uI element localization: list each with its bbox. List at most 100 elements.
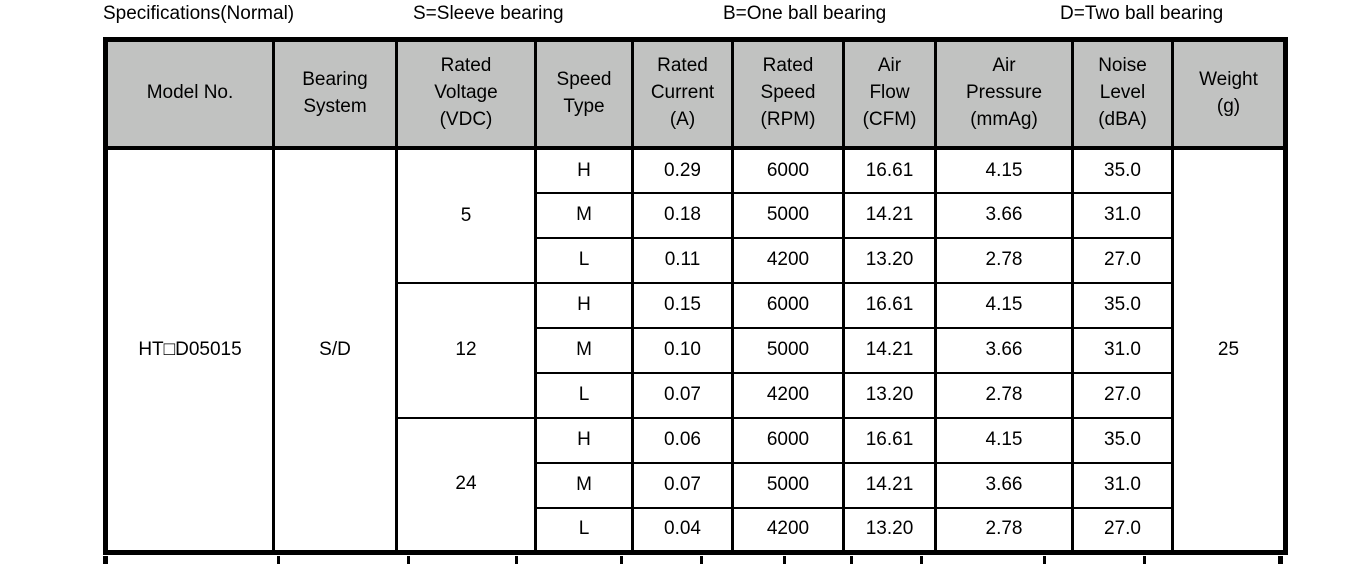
cell-noise-level: 31.0: [1071, 191, 1174, 239]
cell-air-flow: 14.21: [842, 461, 937, 509]
cell-air-flow: 16.61: [842, 281, 937, 329]
cell-rated-voltage-12: 12: [395, 281, 537, 419]
table-row: 12 H 0.15 6000 16.61 4.15 35.0: [106, 281, 1286, 419]
cell-rated-current: 0.04: [631, 506, 734, 554]
cell-noise-level: 31.0: [1071, 326, 1174, 374]
cell-air-pressure: 2.78: [934, 371, 1074, 419]
header-cell-rated-speed: Rated Speed (RPM): [731, 38, 845, 150]
header-row: Model No. Bearing System Rated Voltage (…: [104, 38, 1287, 150]
table-row: L 0.04 4200 13.20 2.78 27.0: [106, 506, 1286, 554]
header-cell-speed-type: Speed Type: [534, 38, 634, 150]
table-row: M 0.07 5000 14.21 3.66 31.0: [106, 461, 1286, 509]
cell-rated-current: 0.06: [631, 416, 734, 464]
cell-rated-current: 0.15: [631, 281, 734, 329]
cell-rated-speed: 5000: [731, 191, 845, 239]
legend-one-ball-bearing: B=One ball bearing: [723, 3, 887, 24]
sliver-stub: [515, 556, 518, 564]
cell-rated-voltage-24: 24: [395, 416, 537, 554]
cell-speed-type: L: [534, 506, 634, 554]
cell-noise-level: 35.0: [1071, 281, 1174, 329]
header-cell-weight: Weight (g): [1171, 38, 1287, 150]
sliver-stub: [103, 556, 108, 564]
cell-rated-speed: 4200: [731, 236, 845, 284]
cell-speed-type: M: [534, 461, 634, 509]
table-row: L 0.07 4200 13.20 2.78 27.0: [106, 371, 1286, 419]
table-row: 24 H 0.06 6000 16.61 4.15 35.0: [106, 416, 1286, 554]
legend-two-ball-bearing: D=Two ball bearing: [1060, 3, 1224, 24]
header-cell-rated-current: Rated Current (A): [631, 38, 734, 150]
cell-rated-speed: 4200: [731, 506, 845, 554]
sliver-stub: [1143, 556, 1146, 564]
cell-air-flow: 13.20: [842, 371, 937, 419]
next-section-sliver: [103, 556, 1291, 564]
sliver-stub: [1043, 556, 1046, 564]
cell-air-flow: 13.20: [842, 506, 937, 554]
cell-speed-type: H: [534, 416, 634, 464]
cell-rated-speed: 4200: [731, 371, 845, 419]
table-row: M 0.10 5000 14.21 3.66 31.0: [106, 326, 1286, 374]
cell-air-pressure: 3.66: [934, 191, 1074, 239]
cell-noise-level: 27.0: [1071, 506, 1174, 554]
legend-row: Specifications(Normal) S=Sleeve bearing …: [0, 3, 1363, 35]
cell-speed-type: M: [534, 326, 634, 374]
sliver-stub: [1278, 556, 1283, 564]
cell-air-pressure: 3.66: [934, 461, 1074, 509]
cell-rated-speed: 5000: [731, 461, 845, 509]
table-row: L 0.11 4200 13.20 2.78 27.0: [106, 236, 1286, 284]
cell-rated-current: 0.07: [631, 371, 734, 419]
cell-speed-type: M: [534, 191, 634, 239]
cell-rated-speed: 6000: [731, 146, 845, 194]
cell-air-flow: 13.20: [842, 236, 937, 284]
sliver-stub: [700, 556, 703, 564]
cell-speed-type: H: [534, 146, 634, 194]
sliver-stub: [850, 556, 853, 564]
cell-speed-type: L: [534, 371, 634, 419]
cell-air-flow: 14.21: [842, 191, 937, 239]
cell-rated-current: 0.10: [631, 326, 734, 374]
sliver-stub: [277, 556, 280, 564]
legend-title: Specifications(Normal): [103, 3, 295, 24]
header-cell-model-no: Model No.: [104, 38, 275, 150]
cell-rated-current: 0.07: [631, 461, 734, 509]
cell-weight: 25: [1171, 146, 1287, 554]
table-row: M 0.18 5000 14.21 3.66 31.0: [106, 191, 1286, 239]
header-cell-rated-voltage: Rated Voltage (VDC): [395, 38, 537, 150]
cell-rated-speed: 6000: [731, 281, 845, 329]
cell-noise-level: 35.0: [1071, 416, 1174, 464]
cell-rated-voltage-5: 5: [395, 146, 537, 284]
sliver-stub: [783, 556, 786, 564]
cell-air-pressure: 2.78: [934, 236, 1074, 284]
cell-noise-level: 27.0: [1071, 236, 1174, 284]
cell-noise-level: 27.0: [1071, 371, 1174, 419]
cell-air-pressure: 4.15: [934, 146, 1074, 194]
header-cell-air-flow: Air Flow (CFM): [842, 38, 937, 150]
cell-rated-current: 0.29: [631, 146, 734, 194]
cell-rated-current: 0.11: [631, 236, 734, 284]
cell-air-pressure: 4.15: [934, 281, 1074, 329]
spec-table-wrap: Model No. Bearing System Rated Voltage (…: [103, 37, 1291, 564]
sliver-stub: [407, 556, 410, 564]
cell-speed-type: L: [534, 236, 634, 284]
cell-air-flow: 16.61: [842, 146, 937, 194]
cell-air-pressure: 4.15: [934, 416, 1074, 464]
table-row: HT□D05015 S/D 5 H 0.29 6000 16.61 4.15 3…: [104, 146, 1287, 554]
sliver-stub: [620, 556, 623, 564]
cell-air-flow: 16.61: [842, 416, 937, 464]
cell-bearing-system: S/D: [272, 146, 398, 554]
spec-table: Model No. Bearing System Rated Voltage (…: [103, 37, 1288, 555]
cell-air-flow: 14.21: [842, 326, 937, 374]
cell-rated-current: 0.18: [631, 191, 734, 239]
cell-air-pressure: 2.78: [934, 506, 1074, 554]
cell-noise-level: 31.0: [1071, 461, 1174, 509]
cell-rated-speed: 6000: [731, 416, 845, 464]
cell-speed-type: H: [534, 281, 634, 329]
cell-noise-level: 35.0: [1071, 146, 1174, 194]
header-cell-bearing-system: Bearing System: [272, 38, 398, 150]
header-cell-air-pressure: Air Pressure (mmAg): [934, 38, 1074, 150]
header-cell-noise-level: Noise Level (dBA): [1071, 38, 1174, 150]
cell-air-pressure: 3.66: [934, 326, 1074, 374]
sliver-stub: [920, 556, 923, 564]
legend-sleeve-bearing: S=Sleeve bearing: [413, 3, 564, 24]
cell-model-no: HT□D05015: [104, 146, 275, 554]
cell-rated-speed: 5000: [731, 326, 845, 374]
